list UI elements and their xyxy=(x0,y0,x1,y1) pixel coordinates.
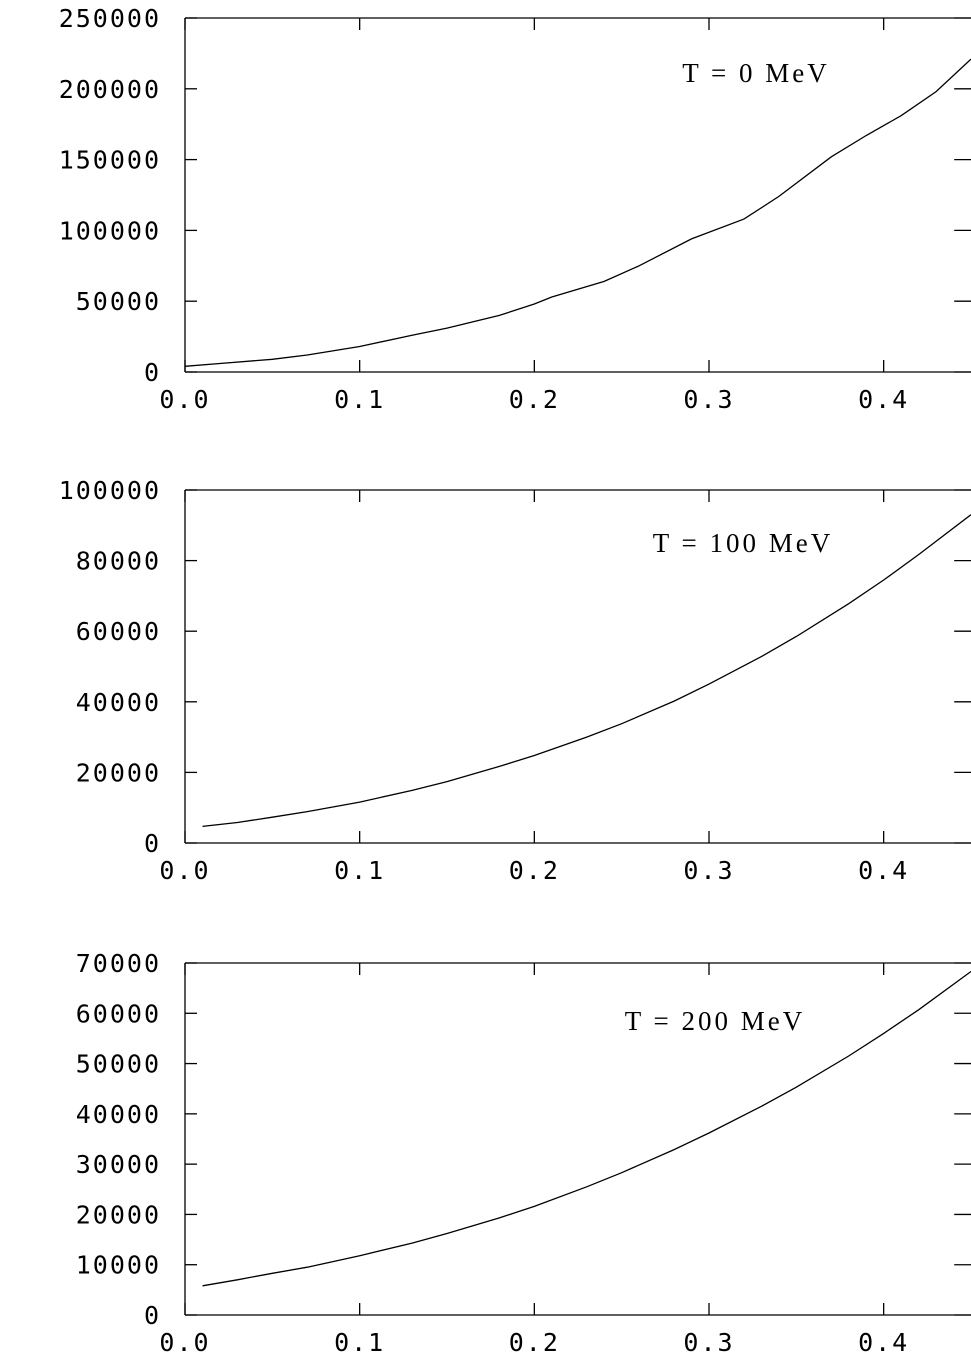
x-tick-label: 0.3 xyxy=(683,1328,734,1357)
y-tick-label: 100000 xyxy=(59,476,161,505)
series-line-1 xyxy=(202,970,971,1287)
x-tick-label: 0.4 xyxy=(858,385,909,414)
x-tick-label: 0.2 xyxy=(509,1328,560,1357)
x-tick-label: 0.3 xyxy=(683,856,734,885)
x-tick-label: 0.2 xyxy=(509,385,560,414)
chart-panel-1: 0.0 0.1 0.2 0.3 0.4 0 50000 100000 150000 200000 2… xyxy=(59,4,971,414)
y-tick-label: 20000 xyxy=(76,1200,161,1229)
series-line-1 xyxy=(202,514,971,828)
temperature-annotation: T = 100 MeV xyxy=(653,528,833,558)
temperature-annotation: T = 200 MeV xyxy=(625,1006,805,1036)
x-tick-label: 0.3 xyxy=(683,385,734,414)
y-tick-label: 10000 xyxy=(76,1251,161,1280)
y-tick-label: 200000 xyxy=(59,75,161,104)
y-tick-label: 100000 xyxy=(59,216,161,245)
y-tick-label: 0 xyxy=(144,829,161,858)
y-tick-label: 60000 xyxy=(76,617,161,646)
y-tick-label: 40000 xyxy=(76,1100,161,1129)
series-line-1 xyxy=(184,58,971,367)
y-tick-label: 0 xyxy=(144,358,161,387)
x-tick-label: 0.1 xyxy=(334,1328,385,1357)
y-tick-label: 60000 xyxy=(76,999,161,1028)
x-tick-label: 0.0 xyxy=(159,1328,210,1357)
y-tick-label: 40000 xyxy=(76,688,161,717)
y-tick-label: 50000 xyxy=(76,1050,161,1079)
x-tick-label: 0.2 xyxy=(509,856,560,885)
chart-panel-2: 0.0 0.1 0.2 0.3 0.4 0 20000 40000 60000 80000 1000… xyxy=(59,476,971,885)
x-tick-label: 0.0 xyxy=(159,385,210,414)
y-tick-label: 50000 xyxy=(76,287,161,316)
x-tick-label: 0.4 xyxy=(858,856,909,885)
x-tick-label: 0.0 xyxy=(159,856,210,885)
x-tick-label: 0.4 xyxy=(858,1328,909,1357)
y-tick-label: 250000 xyxy=(59,4,161,33)
y-tick-label: 70000 xyxy=(76,949,161,978)
y-tick-label: 0 xyxy=(144,1301,161,1330)
x-tick-label: 0.1 xyxy=(334,385,385,414)
chart-panel-3: 0.0 0.1 0.2 0.3 0.4 0 10000 20000 30000 40000 5000… xyxy=(76,949,971,1357)
x-tick-label: 0.1 xyxy=(334,856,385,885)
y-tick-label: 150000 xyxy=(59,146,161,175)
y-tick-label: 30000 xyxy=(76,1150,161,1179)
y-tick-label: 80000 xyxy=(76,547,161,576)
temperature-annotation: T = 0 MeV xyxy=(682,58,829,88)
y-tick-label: 20000 xyxy=(76,758,161,787)
